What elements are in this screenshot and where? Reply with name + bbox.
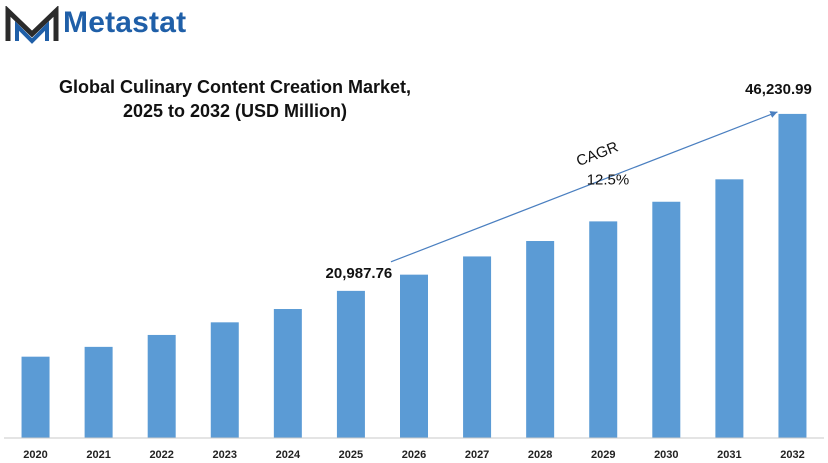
bar-2031 — [715, 179, 744, 438]
x-tick-label-2031: 2031 — [717, 449, 741, 461]
x-tick-label-2020: 2020 — [23, 449, 47, 461]
bar-2027 — [463, 256, 492, 438]
x-tick-label-2026: 2026 — [402, 449, 426, 461]
cagr-value: 12.5% — [587, 171, 630, 188]
bar-2020 — [21, 356, 50, 438]
bar-2028 — [526, 241, 555, 438]
x-tick-label-2023: 2023 — [213, 449, 237, 461]
x-tick-label-2032: 2032 — [780, 449, 804, 461]
bar-2029 — [589, 221, 618, 438]
x-tick-label-2029: 2029 — [591, 449, 615, 461]
cagr-arrow — [390, 111, 778, 263]
x-tick-label-2022: 2022 — [149, 449, 173, 461]
x-tick-label-2021: 2021 — [86, 449, 110, 461]
bar-2025 — [336, 290, 365, 438]
x-tick-label-2028: 2028 — [528, 449, 552, 461]
bar-2021 — [84, 346, 113, 438]
metastat-logo-icon — [5, 6, 59, 44]
x-tick-label-2027: 2027 — [465, 449, 489, 461]
brand-name: Metastat — [63, 6, 187, 39]
x-tick-label-2024: 2024 — [276, 449, 301, 461]
chart-title: Global Culinary Content Creation Market,… — [30, 75, 440, 123]
bar-2026 — [400, 274, 428, 438]
bar-2024 — [273, 309, 302, 438]
bar-2030 — [652, 201, 681, 438]
bar-2032 — [778, 113, 807, 438]
chart-title-line-1: Global Culinary Content Creation Market, — [58, 77, 412, 97]
bar-2022 — [147, 334, 176, 438]
cagr-label: CAGR — [574, 138, 621, 170]
chart-title-line-2: 2025 to 2032 (USD Million) — [122, 101, 348, 121]
start-value-label: 20,987.76 — [326, 265, 393, 282]
x-tick-label-2025: 2025 — [339, 449, 363, 461]
end-value-label: 46,230.99 — [745, 81, 812, 98]
bar-2023 — [210, 322, 239, 438]
x-tick-label-2030: 2030 — [654, 449, 678, 461]
